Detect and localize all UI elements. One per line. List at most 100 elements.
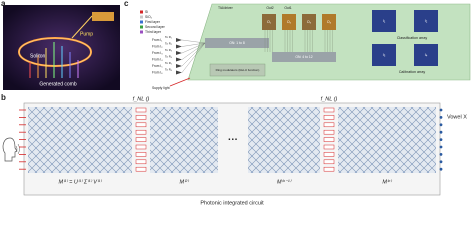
legend-label: SiO₂ xyxy=(145,15,153,19)
caption: Photonic integrated circuit xyxy=(200,200,264,206)
output-dot xyxy=(439,145,443,149)
target-label: To R₆ xyxy=(165,68,172,72)
modulator-box xyxy=(209,63,266,77)
pump-label: Pump xyxy=(80,31,93,37)
core xyxy=(262,14,276,30)
nonlinear-unit xyxy=(135,159,147,165)
matrix-label: M⁽²⁾ xyxy=(179,178,189,185)
mesh-block xyxy=(248,107,320,173)
mesh-block xyxy=(338,107,436,173)
figure: a c b Soliton Pump Generated comb SiSiO₂First … xyxy=(1,0,471,206)
core xyxy=(282,14,296,30)
nonlinear-unit xyxy=(323,107,335,113)
output-dot xyxy=(439,123,443,127)
nonlinear-unit xyxy=(323,166,335,172)
output-dot xyxy=(439,160,443,164)
target-label: To R₁ xyxy=(165,35,172,39)
switch-label: ON: 4 to 12 xyxy=(295,55,312,59)
legend-label: Si xyxy=(145,10,148,14)
target-label: To R₅ xyxy=(165,61,172,65)
target-label: To R₃ xyxy=(165,48,172,52)
switch-label: ON: 1 to 8 xyxy=(229,41,245,45)
array-block xyxy=(414,44,438,66)
array-block xyxy=(372,10,396,32)
output-dot xyxy=(439,138,443,142)
nonlinear-label: f_NL () xyxy=(133,96,150,102)
matrix-label: M⁽ⁿ⁾ xyxy=(382,178,392,185)
nonlinear-unit xyxy=(135,137,147,142)
legend-swatch xyxy=(140,15,143,19)
pump-beam xyxy=(71,15,93,39)
head-icon xyxy=(2,137,18,162)
sound-waves xyxy=(15,143,20,155)
comb-lines xyxy=(29,42,79,78)
supply-label: Supply light xyxy=(152,86,170,90)
legend-label: First layer xyxy=(145,20,161,24)
array-label: I₃ xyxy=(383,52,386,57)
target-label: To R₂ xyxy=(165,42,172,46)
input-label: From I₂ xyxy=(152,44,163,48)
array-label: I₄ xyxy=(425,52,428,57)
target-label: To R₄ xyxy=(165,55,173,59)
input-triangle xyxy=(176,51,182,55)
core xyxy=(302,14,316,30)
mesh-block xyxy=(150,107,218,173)
array-block xyxy=(372,44,396,66)
nonlinear-unit xyxy=(323,152,335,157)
nonlinear-unit xyxy=(323,129,335,135)
input-label: From I₃ xyxy=(152,51,163,55)
input-label: From I₅ xyxy=(152,64,163,68)
panel-label: b xyxy=(1,93,6,102)
input-triangle xyxy=(176,44,182,49)
modulator-label: Ring modulators (ReLU function) xyxy=(216,68,260,72)
ring-core xyxy=(18,37,92,67)
array-label: I₁ xyxy=(383,18,386,23)
input-label: From I₆ xyxy=(152,70,163,74)
output-dot xyxy=(439,153,443,156)
nonlinear-unit xyxy=(135,122,147,128)
matrix-label: M⁽ⁿ⁻¹⁾ xyxy=(277,178,292,185)
panel-label: a xyxy=(1,0,6,8)
legend-swatch xyxy=(140,20,143,24)
supply-arrow xyxy=(169,77,191,87)
input-wire xyxy=(181,39,206,44)
input-wire xyxy=(181,42,206,47)
nonlinear-unit xyxy=(323,122,335,128)
nonlinear-unit xyxy=(135,144,147,150)
nonlinear-unit xyxy=(135,152,147,157)
nonlinear-unit xyxy=(135,129,147,135)
nonlinear-label: f_NL () xyxy=(321,96,338,102)
input-wire xyxy=(181,42,206,54)
soliton-label: Soliton xyxy=(30,53,46,59)
core-label: O₃ xyxy=(307,20,312,24)
driver-label: TIA/driver xyxy=(218,6,234,10)
input-wire xyxy=(181,42,206,60)
legend-label: Second layer xyxy=(145,25,166,29)
core-label: O₄ xyxy=(327,20,332,24)
input-wire xyxy=(181,42,206,73)
nonlinear-unit xyxy=(323,115,335,120)
core-label: O₂ xyxy=(287,20,292,24)
nonlinear-unit xyxy=(323,144,335,150)
input-label: From I₁ xyxy=(152,38,162,42)
panel-label: c xyxy=(124,0,129,8)
switch-box xyxy=(205,38,269,48)
core-label: O₁ xyxy=(267,20,272,24)
output-dot xyxy=(439,167,443,171)
output-dot xyxy=(439,116,443,119)
core xyxy=(322,14,336,30)
nonlinear-unit xyxy=(135,107,147,113)
input-wire xyxy=(181,42,206,67)
output-label: Out2 xyxy=(266,6,273,10)
nonlinear-unit xyxy=(323,137,335,142)
switch-box xyxy=(272,52,336,62)
input-triangle xyxy=(176,70,182,75)
input-triangle xyxy=(176,38,182,42)
calibration-label: Calibration array xyxy=(399,70,426,74)
pump-laser xyxy=(92,12,114,21)
mesh-block xyxy=(28,107,132,173)
nonlinear-unit xyxy=(323,159,335,165)
output-label: Vowel X xyxy=(447,114,467,120)
array-block xyxy=(414,10,438,32)
input-triangle xyxy=(176,57,182,62)
